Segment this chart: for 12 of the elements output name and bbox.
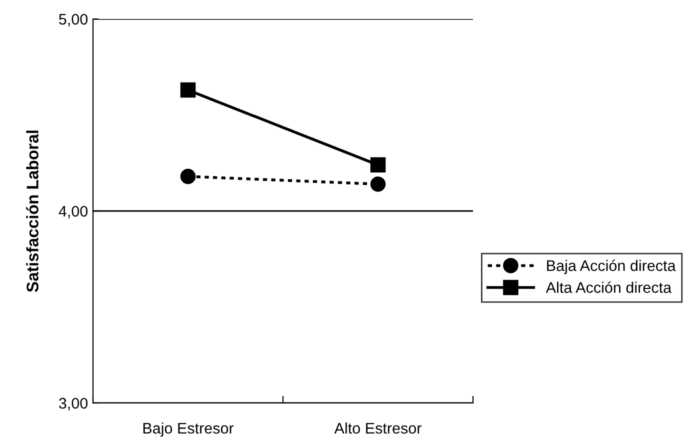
y-axis-title: Satisfacción Laboral xyxy=(26,130,38,292)
legend-label: Baja Acción directa xyxy=(547,260,676,274)
x-tick-label: Bajo Estresor xyxy=(143,422,234,437)
point xyxy=(180,168,196,184)
y-tick-label: 5,00 xyxy=(59,14,88,26)
point xyxy=(370,176,386,192)
legend-label: Alta Acción directa xyxy=(546,282,672,293)
x-tick-label: Alto Estresor xyxy=(334,422,422,434)
point xyxy=(370,157,386,173)
point xyxy=(180,82,196,98)
y-tick-label: 3,00 xyxy=(58,398,88,410)
y-tick-label: 4,00 xyxy=(58,206,88,218)
